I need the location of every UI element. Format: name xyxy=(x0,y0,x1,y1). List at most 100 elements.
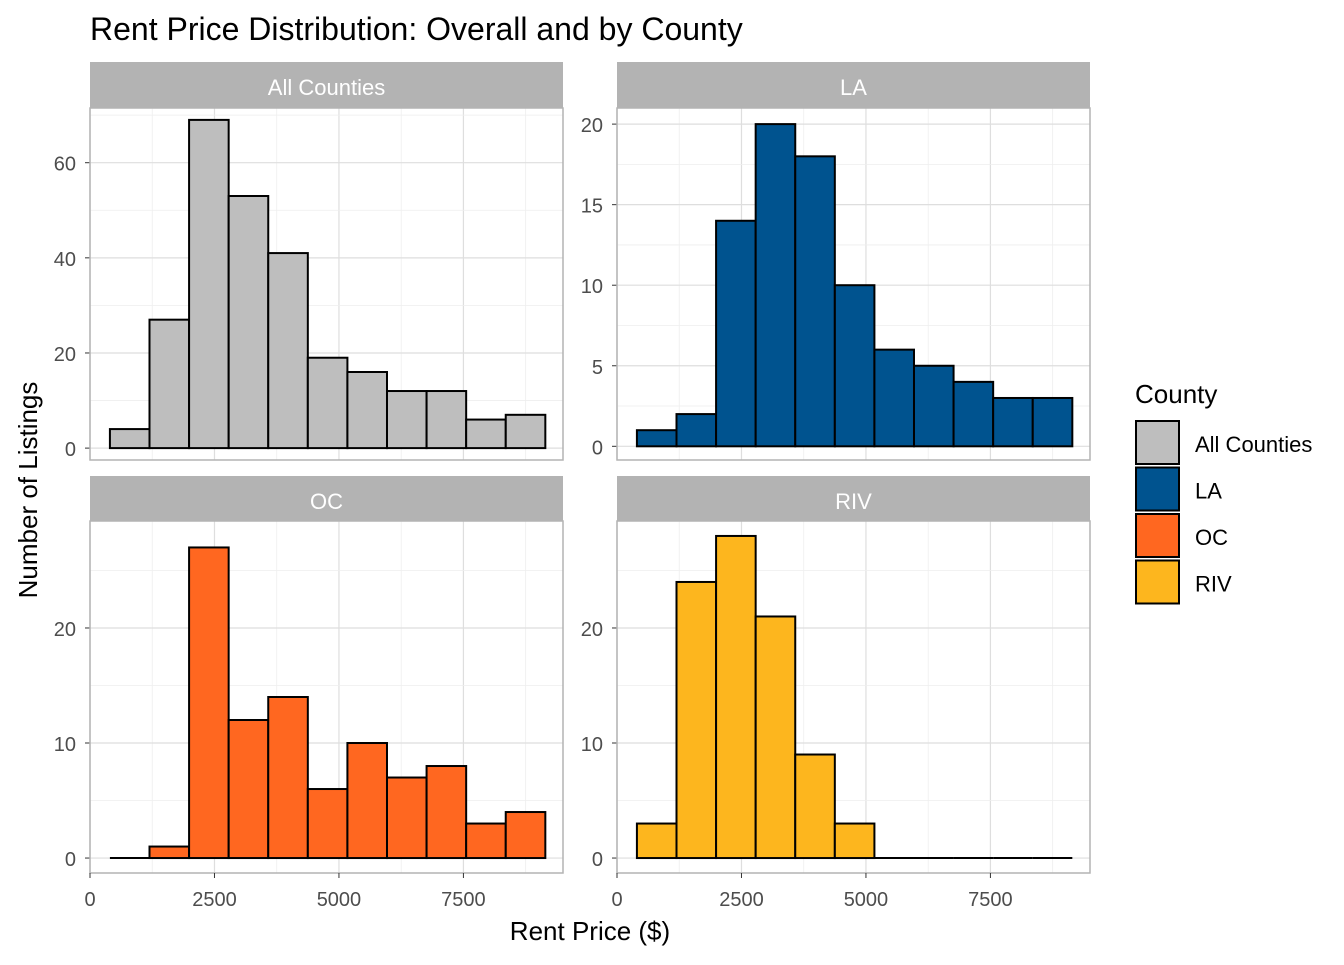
legend-swatch-riv xyxy=(1135,559,1180,605)
bar-oc xyxy=(346,742,388,860)
legend-label-oc: OC xyxy=(1195,525,1228,550)
bar-riv xyxy=(715,534,757,860)
y-tick-label: 10 xyxy=(581,276,603,298)
y-tick-label: 5 xyxy=(592,357,603,379)
legend-item-oc: OC xyxy=(1135,513,1228,558)
bar-all-counties xyxy=(108,428,151,450)
panel-border-oc xyxy=(89,520,564,874)
bars-all-counties xyxy=(108,118,547,450)
y-tick-label: 10 xyxy=(54,734,76,756)
bar-riv xyxy=(754,615,797,860)
y-tick-label: 0 xyxy=(592,437,603,459)
bar-all-counties xyxy=(385,390,428,450)
strip-background-oc xyxy=(90,476,563,521)
x-tick-label: 0 xyxy=(84,889,95,911)
bars-riv xyxy=(635,534,1073,860)
bar-all-counties xyxy=(267,252,309,450)
bar-riv xyxy=(675,580,718,860)
x-tick-label: 5000 xyxy=(844,889,889,911)
panel-border-la xyxy=(616,107,1091,461)
bar-riv xyxy=(635,822,678,860)
strip-label-la: LA xyxy=(840,75,867,100)
strip-background-riv xyxy=(617,476,1090,521)
y-tick-label: 0 xyxy=(65,849,76,871)
bar-all-counties xyxy=(425,390,468,450)
legend-swatch-la xyxy=(1135,466,1180,512)
y-tick-label: 20 xyxy=(54,344,76,366)
legend-item-riv: RIV xyxy=(1135,559,1232,605)
bar-riv xyxy=(833,822,876,860)
panel-la: LA 0 5 10 15 20 xyxy=(581,62,1091,461)
legend-swatch-oc xyxy=(1135,513,1180,558)
legend-item-all-counties: All Counties xyxy=(1135,420,1312,465)
legend-label-la: LA xyxy=(1195,479,1222,504)
panel-all-counties: All Counties 0 20 40 60 xyxy=(54,62,564,461)
strip-label-oc: OC xyxy=(310,489,343,514)
strip-background-la xyxy=(617,62,1090,108)
y-tick-label: 15 xyxy=(581,196,603,218)
y-tick-label: 20 xyxy=(54,619,76,641)
bar-la xyxy=(1031,396,1074,448)
x-tick-label: 7500 xyxy=(441,889,486,911)
x-tick-label: 7500 xyxy=(968,889,1013,911)
y-tick-label: 0 xyxy=(65,439,76,461)
strip-label-all-counties: All Counties xyxy=(268,75,385,100)
panel-border-riv xyxy=(616,520,1091,874)
bar-la xyxy=(873,348,915,448)
bar-la xyxy=(635,429,678,448)
y-tick-label: 20 xyxy=(581,115,603,137)
y-tick-label: 20 xyxy=(581,619,603,641)
x-axis-title: Rent Price ($) xyxy=(510,916,670,946)
bar-la xyxy=(754,123,797,448)
bar-all-counties xyxy=(306,356,349,450)
y-axis-title: Number of Listings xyxy=(13,382,43,599)
bar-all-counties xyxy=(346,371,388,450)
bar-la xyxy=(952,380,995,448)
y-tick-label: 60 xyxy=(54,154,76,176)
bar-oc xyxy=(227,719,270,860)
x-tick-label: 0 xyxy=(611,889,622,911)
legend: County All Counties LA OC RIV xyxy=(1135,379,1312,605)
bars-la xyxy=(635,123,1074,448)
bars-oc xyxy=(109,546,547,860)
bar-la xyxy=(794,155,836,448)
bar-all-counties xyxy=(188,118,230,450)
bar-oc xyxy=(267,696,309,860)
bar-oc xyxy=(148,845,191,860)
bar-la xyxy=(675,413,718,448)
bar-oc xyxy=(188,546,230,860)
bar-riv xyxy=(794,753,836,860)
x-tick-label: 2500 xyxy=(719,889,764,911)
x-tick-label: 5000 xyxy=(317,889,362,911)
bar-all-counties xyxy=(227,195,270,450)
strip-label-riv: RIV xyxy=(835,489,872,514)
y-tick-label: 10 xyxy=(581,734,603,756)
legend-label-all-counties: All Counties xyxy=(1195,432,1312,457)
bar-oc xyxy=(306,788,349,860)
bar-la xyxy=(992,396,1034,448)
panel-border-all-counties xyxy=(89,107,564,461)
bar-all-counties xyxy=(148,318,191,450)
legend-item-la: LA xyxy=(1135,466,1222,512)
bar-all-counties xyxy=(465,418,507,450)
panel-oc: OC 0 10 20 0 2500 5000 7500 xyxy=(54,476,564,911)
panels-layer: All Counties 0 20 40 60 LA 0 5 10 15 20 OC 0 10 20 0 250… xyxy=(54,62,1091,911)
strip-background-all-counties xyxy=(90,62,563,108)
y-tick-label: 0 xyxy=(592,849,603,871)
bar-la xyxy=(912,364,955,448)
bar-la xyxy=(715,219,757,448)
bar-oc xyxy=(465,822,507,860)
x-tick-label: 2500 xyxy=(192,889,237,911)
bar-oc xyxy=(385,776,428,860)
chart-title: Rent Price Distribution: Overall and by … xyxy=(90,11,743,47)
bar-oc xyxy=(425,765,468,860)
bar-oc xyxy=(504,811,547,860)
bar-all-counties xyxy=(504,413,547,450)
legend-title: County xyxy=(1135,379,1217,409)
legend-label-riv: RIV xyxy=(1195,572,1232,597)
bar-la xyxy=(833,284,876,448)
panel-riv: RIV 0 10 20 0 2500 5000 7500 xyxy=(581,476,1091,911)
y-tick-label: 40 xyxy=(54,249,76,271)
